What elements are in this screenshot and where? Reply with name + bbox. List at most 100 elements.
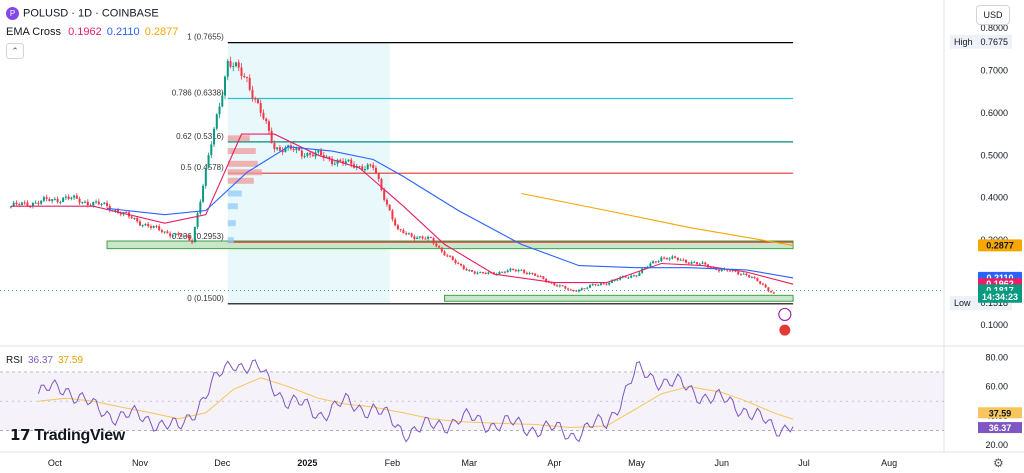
candle-body [369, 164, 372, 166]
candle-body [221, 95, 224, 107]
candle-body [525, 272, 528, 274]
candle-body [37, 202, 40, 204]
candle-body [764, 284, 767, 288]
candle-body [772, 292, 775, 294]
high-label-bg [950, 34, 1012, 49]
candle-body [366, 164, 369, 170]
rsi-ma-value-header: 37.59 [58, 355, 83, 366]
candle-body [158, 226, 161, 231]
candle-body [451, 256, 454, 261]
x-tick-label: 2025 [297, 458, 317, 468]
candle-body [599, 283, 602, 285]
currency-button[interactable]: USD [976, 5, 1010, 25]
candle-body [254, 98, 257, 100]
support-zone-1 [444, 294, 794, 302]
candle-body [311, 154, 314, 157]
candle-body [646, 266, 649, 268]
candle-body [396, 225, 399, 230]
candle-body [717, 269, 720, 272]
candle-body [70, 197, 73, 199]
candle-body [166, 231, 169, 234]
candle-body [591, 284, 594, 286]
candle-body [654, 261, 657, 263]
tradingview-logo: 𝟭𝟳 TradingView [10, 426, 125, 445]
support-zone-0 [106, 240, 794, 250]
candle-body [347, 159, 350, 162]
candle-body [698, 263, 701, 265]
candle-body [597, 284, 600, 286]
candle-body [84, 201, 87, 203]
ema-value-mid: 0.2110 [106, 26, 140, 38]
candle-body [608, 282, 611, 285]
price-label-4: 14:34:23 [982, 292, 1018, 302]
ema-value-slow: 0.2877 [144, 26, 179, 38]
candle-body [575, 290, 578, 292]
candle-body [303, 155, 306, 157]
candle-body [18, 204, 21, 206]
candle-body [259, 103, 262, 113]
candle-body [86, 201, 89, 206]
candle-body [550, 282, 553, 284]
candle-body [421, 236, 424, 239]
collapse-legend-button[interactable]: ⌃ [6, 43, 24, 59]
rsi-tick-label: 20.00 [985, 440, 1008, 450]
candle-body [152, 225, 155, 228]
candle-body [668, 258, 671, 260]
candle-body [638, 272, 641, 277]
y-tick-label: 0.5000 [980, 150, 1008, 160]
candle-body [553, 282, 556, 286]
candle-body [278, 147, 281, 151]
candle-body [641, 268, 644, 273]
candle-body [649, 263, 652, 267]
candle-body [471, 269, 473, 272]
candle-body [429, 236, 432, 238]
ema-legend[interactable]: EMA Cross 0.1962 0.2110 0.2877 [6, 26, 178, 38]
y-tick-label: 0.4000 [980, 193, 1008, 203]
candle-body [284, 147, 287, 153]
candle-body [210, 144, 213, 156]
ema-line-2 [521, 192, 794, 246]
candle-body [26, 202, 29, 207]
symbol-header[interactable]: P POLUSD · 1D · COINBASE [6, 7, 159, 20]
candle-body [545, 278, 548, 282]
candle-body [174, 233, 177, 236]
y-tick-label: 0.6000 [980, 108, 1008, 118]
candle-body [89, 205, 92, 207]
volume-profile-bar-7 [227, 220, 236, 227]
rsi-ma-badge: 37.59 [989, 408, 1012, 418]
candle-body [748, 274, 751, 278]
candle-body [182, 235, 185, 237]
candle-body [745, 273, 748, 275]
x-tick-label: Jun [714, 458, 729, 468]
candle-body [34, 202, 37, 204]
y-tick-label: 0.1000 [980, 320, 1008, 330]
candle-body [427, 236, 430, 239]
candle-body [380, 179, 383, 191]
gear-icon[interactable]: ⚙ [993, 456, 1004, 470]
candle-body [177, 233, 180, 235]
candle-body [385, 199, 388, 205]
candle-body [73, 195, 76, 198]
candle-body [81, 201, 84, 203]
candle-body [690, 262, 693, 264]
rsi-line [37, 359, 794, 443]
candle-body [498, 272, 501, 275]
candle-body [20, 202, 23, 205]
volume-profile-bar-5 [227, 190, 242, 197]
candle-body [512, 268, 515, 270]
price-label-2: 0.1962 [986, 279, 1014, 289]
candle-body [468, 269, 471, 271]
candle-body [685, 259, 688, 263]
candle-body [202, 185, 205, 202]
candle-body [674, 256, 677, 258]
low-label: Low [954, 298, 971, 308]
candle-body [361, 166, 364, 171]
candle-body [501, 271, 504, 273]
candle-body [624, 276, 627, 278]
candle-body [418, 236, 421, 238]
candle-body [665, 257, 668, 260]
candle-body [114, 210, 117, 212]
candle-body [51, 199, 54, 202]
candle-body [339, 159, 342, 162]
